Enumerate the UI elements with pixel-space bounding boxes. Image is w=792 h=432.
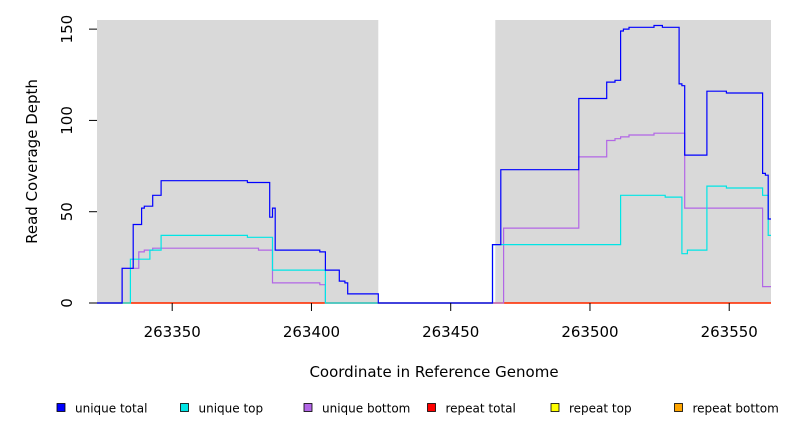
y-tick-label: 100 <box>58 106 76 135</box>
legend-swatch-repeat-top <box>550 403 560 412</box>
y-axis-title: Read Coverage Depth <box>23 79 41 244</box>
legend-swatch-unique-total <box>56 403 66 412</box>
coverage-gap-region <box>378 20 496 303</box>
legend-label-repeat-top: repeat top <box>569 402 632 416</box>
x-tick-label: 263500 <box>561 323 618 341</box>
x-tick-label: 263450 <box>422 323 479 341</box>
legend-label-unique-top: unique top <box>199 402 264 416</box>
legend-label-repeat-bottom: repeat bottom <box>693 402 779 416</box>
legend: unique total unique top unique bottom repea… <box>56 402 779 416</box>
y-tick-label: 150 <box>58 15 76 44</box>
x-axis-title: Coordinate in Reference Genome <box>309 363 558 381</box>
legend-label-repeat-total: repeat total <box>446 402 516 416</box>
series-line-unique-top <box>97 185 771 304</box>
x-tick-label: 263350 <box>144 323 201 341</box>
legend-swatch-repeat-bottom <box>674 403 683 412</box>
legend-label-unique-total: unique total <box>75 402 147 416</box>
legend-swatch-unique-bottom <box>303 403 313 412</box>
legend-swatch-unique-top <box>180 403 189 412</box>
legend-swatch-repeat-total <box>427 403 436 412</box>
x-axis: 263350 263400 263450 263500 263550 <box>144 303 758 341</box>
y-tick-label: 50 <box>58 202 76 221</box>
x-tick-label: 263550 <box>701 323 758 341</box>
series-line-unique-bottom <box>97 132 771 304</box>
y-axis: 0 50 100 150 <box>58 15 97 308</box>
legend-label-unique-bottom: unique bottom <box>322 402 410 416</box>
series-layer <box>97 24 771 304</box>
y-tick-label: 0 <box>58 298 76 308</box>
x-tick-label: 263400 <box>283 323 340 341</box>
series-line-unique-total <box>97 24 771 304</box>
